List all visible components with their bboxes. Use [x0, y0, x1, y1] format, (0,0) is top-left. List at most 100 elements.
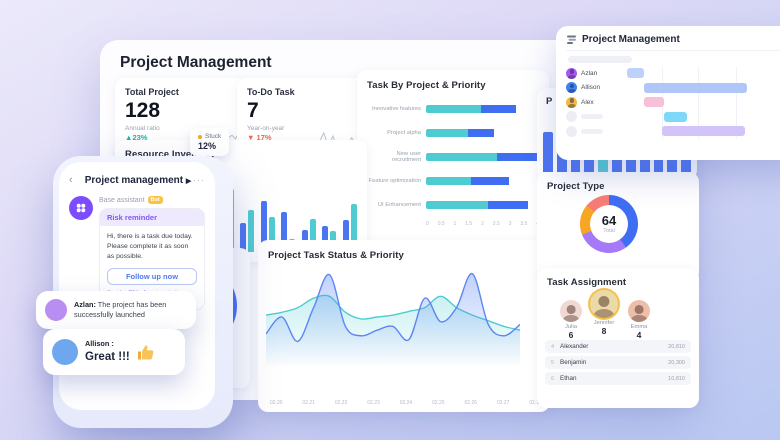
gantt-bar[interactable]: [662, 126, 746, 136]
gantt-bar[interactable]: [663, 111, 688, 122]
x-tick-label: 02.24: [399, 400, 413, 406]
card-title: Task By Project & Priority: [367, 80, 486, 91]
x-axis-ticks: 02.20 02.21 02.22 02.23 02.24 02.25 02.26 02.27…: [270, 400, 542, 406]
hbar-track: [426, 128, 539, 137]
member-avatar: [566, 67, 577, 79]
member-avatar: [566, 96, 577, 108]
person-icon: [569, 98, 574, 103]
gridline: [698, 67, 700, 139]
x-tick-label: 0: [426, 221, 429, 227]
back-chevron-icon[interactable]: ‹: [69, 174, 73, 186]
gantt-row: Azlan: [566, 67, 780, 79]
card-title: P: [546, 96, 553, 107]
card-title: Project Type: [547, 181, 605, 192]
assignee-avatar: [628, 300, 650, 322]
stat-delta: ▼ 17%: [247, 133, 272, 142]
card-title: Task Assignment: [547, 277, 627, 288]
dashboard-title: Project Management: [120, 54, 272, 71]
skeleton-avatar: [566, 111, 577, 122]
hbar-chart: Innovative features Project alpha New user…: [367, 101, 539, 212]
x-tick-label: 1.5: [465, 221, 473, 227]
hbar-segment: [468, 128, 494, 137]
bar: [240, 222, 247, 252]
bar: [260, 200, 267, 252]
hbar-category-label: Feature optimization: [368, 177, 421, 184]
gantt-row: Alex: [566, 96, 780, 108]
hbar-segment: [426, 152, 497, 161]
person-icon: [569, 69, 574, 74]
more-menu-icon[interactable]: ···: [193, 175, 205, 185]
phone-screen-title: Project management ▶: [84, 174, 192, 186]
person-icon: [593, 308, 615, 318]
hbar-category-label: UI Enhancement: [377, 201, 421, 208]
person-icon: [631, 314, 647, 322]
donut-total-value: 64: [601, 213, 617, 228]
mini-bar: [556, 147, 567, 172]
risk-reminder-title: Risk reminder: [100, 209, 204, 226]
member-name: Azlan: [581, 69, 598, 77]
skeleton-pill: [568, 56, 632, 63]
x-tick-label: 02.28: [529, 400, 542, 406]
hbar-track: [426, 176, 539, 185]
gantt-track: [624, 67, 780, 79]
row-name: Benjamin: [560, 359, 587, 366]
card-title: Resource Inventory: [125, 149, 216, 160]
x-axis-ticks: 00.511.522.533.54: [426, 221, 539, 227]
bar: [350, 204, 357, 252]
notification-bubble[interactable]: Azlan: The project has been successfully…: [36, 291, 196, 329]
stat-sublabel: Year-on-year: [247, 125, 285, 132]
x-tick-label: 3.5: [520, 221, 528, 227]
row-rank: 4: [551, 343, 555, 350]
caret-right-icon: ▶: [185, 177, 192, 185]
gantt-bar[interactable]: [643, 97, 664, 107]
row-value: 10,810: [668, 375, 685, 382]
task-status-card: Project Task Status & Priority 02.20 02.2…: [258, 240, 550, 412]
notification-bubble[interactable]: Allison : Great !!!: [43, 329, 185, 375]
task-assignment-card: Task Assignment Julia 6 Jennifer 8 Emma 4 4 Al…: [537, 268, 699, 408]
x-tick-label: 2.5: [492, 221, 500, 227]
x-tick-label: 02.22: [334, 400, 348, 406]
task-by-project-card: Task By Project & Priority Innovative fe…: [357, 70, 549, 246]
assignee[interactable]: Emma 4: [617, 300, 661, 340]
x-tick-label: 02.26: [464, 400, 478, 406]
assignee-avatar: [590, 290, 618, 318]
hbar-category-label: New user recruitment: [392, 150, 421, 163]
bar-group: [260, 186, 275, 252]
member-avatar: [566, 82, 577, 93]
skeleton-name: [581, 128, 603, 134]
assignee-row[interactable]: 4 Alexander 20,810: [545, 340, 691, 353]
azlan-avatar: [45, 299, 67, 321]
skeleton-avatar: [566, 125, 577, 137]
hbar-row: Project alpha: [367, 125, 539, 140]
stat-label: To-Do Task: [247, 87, 295, 97]
gantt-bar[interactable]: [627, 68, 644, 78]
allison-avatar: [52, 339, 78, 365]
featured-assignees: Julia 6 Jennifer 8 Emma 4: [543, 290, 693, 340]
assignee[interactable]: Julia 6: [549, 300, 593, 340]
row-value: 20,810: [668, 343, 685, 350]
bar-group: [342, 186, 357, 252]
gantt-bar[interactable]: [643, 82, 747, 93]
hbar-category-label: Project alpha: [387, 129, 421, 136]
assignee[interactable]: Jennifer 8: [582, 290, 626, 336]
gantt-body: Azlan Allison Alex: [566, 67, 780, 139]
assignee-row[interactable]: 6 Ethan 10,810: [545, 372, 691, 385]
hbar-track: [426, 152, 539, 161]
bar: [281, 212, 288, 252]
assignee-avatar: [560, 300, 582, 322]
assignee-row[interactable]: 5 Benjamin 20,300: [545, 356, 691, 369]
hbar-segment: [488, 200, 528, 209]
person-icon: [598, 296, 610, 308]
person-icon: [569, 83, 574, 89]
hbar-row: Feature optimization: [367, 173, 539, 188]
hbar-segment: [426, 176, 472, 185]
follow-up-button[interactable]: Follow up now: [107, 267, 197, 285]
assignee-list: 4 Alexander 20,810 5 Benjamin 20,300 6 Ethan 10,…: [545, 340, 691, 388]
gantt-row: [566, 125, 780, 137]
hbar-segment: [496, 152, 539, 161]
mini-bar: [681, 148, 691, 172]
row-rank: 6: [551, 375, 555, 382]
assignee-name: Emma: [630, 324, 648, 330]
x-tick-label: 02.27: [496, 400, 510, 406]
x-tick-label: 1: [453, 221, 457, 227]
